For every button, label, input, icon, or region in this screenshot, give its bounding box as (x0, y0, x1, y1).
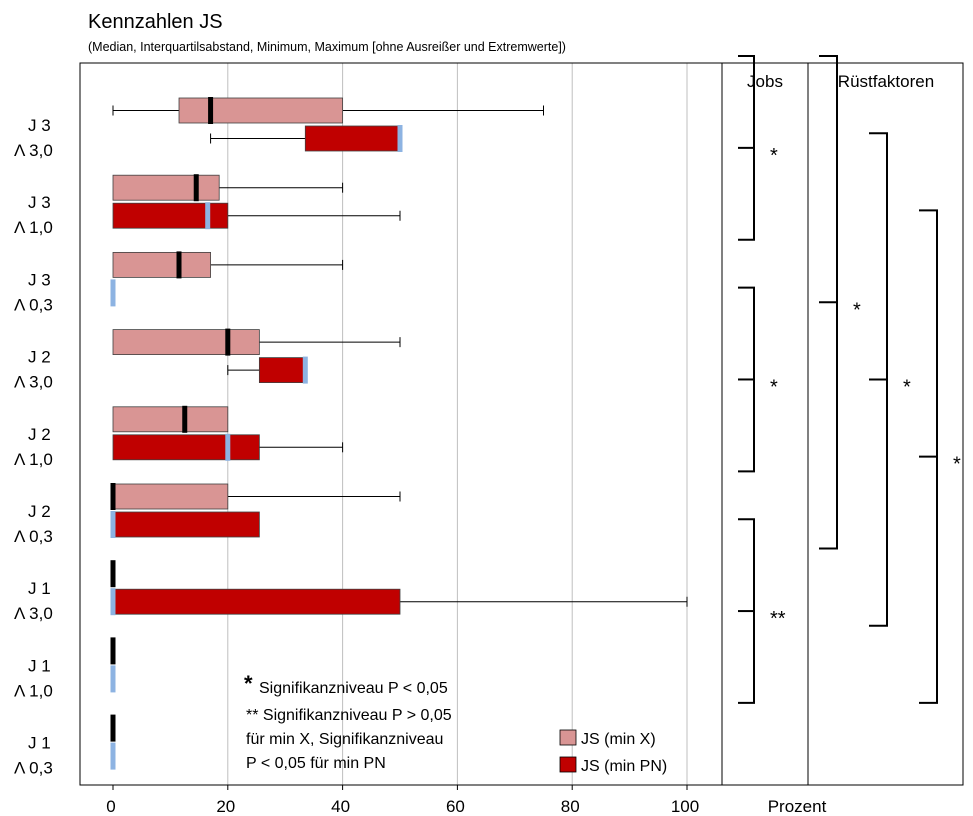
x-axis-label: Prozent (768, 797, 827, 816)
min-x-box (112, 483, 229, 510)
note-line3: für min X, Signifikanzniveau (246, 731, 443, 748)
min-x-box (112, 406, 229, 433)
category-label-job: J 1 (28, 656, 51, 675)
min-pn-median (302, 356, 308, 384)
min-pn-median (205, 202, 211, 230)
note-line2: ** Signifikanzniveau P > 0,05 (246, 707, 452, 724)
x-tick-label: 60 (446, 797, 465, 816)
significance-mark: * (770, 145, 778, 167)
category-label-job: J 3 (28, 270, 51, 289)
min-pn-box (258, 357, 306, 384)
min-x-median (110, 637, 116, 665)
category-label-job: J 1 (28, 579, 51, 598)
category-label-lambda: Λ 0,3 (14, 295, 53, 314)
min-pn-median (110, 511, 116, 538)
x-tick-label: 100 (671, 797, 699, 816)
min-x-median (225, 328, 231, 356)
category-label-job: J 3 (28, 193, 51, 212)
min-x-box (178, 97, 343, 124)
min-x-median (208, 97, 214, 124)
min-pn-box (112, 588, 401, 615)
category-labels: J 3 Λ 3,0 J 3 Λ 1,0 J 3 Λ 0,3 J 2 Λ 3,0 J 2 Λ 1,0… (14, 116, 53, 778)
legend-label-min-x: JS (min X) (581, 731, 656, 748)
x-tick-label: 0 (106, 797, 115, 816)
min-pn-box (112, 511, 260, 538)
note-line1: Signifikanzniveau P < 0,05 (259, 680, 448, 697)
min-pn-median (110, 279, 116, 307)
ruestfaktoren-panel-header: Rüstfaktoren (838, 72, 934, 91)
x-tick-label: 20 (216, 797, 235, 816)
min-x-box (112, 329, 260, 356)
category-label-job: J 2 (28, 502, 51, 521)
chart-subtitle: (Median, Interquartilsabstand, Minimum, … (88, 40, 566, 54)
grid-lines (227, 63, 688, 785)
chart-title: Kennzahlen JS (88, 11, 223, 33)
category-label-job: J 2 (28, 425, 51, 444)
min-x-median (193, 174, 199, 202)
significance-mark: ** (770, 608, 786, 630)
category-label-lambda: Λ 0,3 (14, 759, 53, 778)
min-pn-median (397, 125, 403, 152)
category-label-lambda: Λ 3,0 (14, 141, 53, 160)
category-label-lambda: Λ 1,0 (14, 681, 53, 700)
category-label-lambda: Λ 1,0 (14, 450, 53, 469)
jobs-panel-header: Jobs (747, 72, 783, 91)
min-pn-median (110, 665, 116, 693)
x-tick-label: 40 (331, 797, 350, 816)
min-x-median (182, 405, 188, 433)
min-pn-box (304, 125, 401, 152)
category-label-lambda: Λ 3,0 (14, 373, 53, 392)
min-x-median (110, 560, 116, 588)
x-tick-label: 80 (561, 797, 580, 816)
significance-mark: * (953, 454, 961, 476)
min-pn-box (112, 434, 260, 461)
significance-brackets: ******* (738, 55, 961, 704)
category-label-job: J 1 (28, 734, 51, 753)
legend: JS (min X) JS (min PN) (559, 729, 667, 775)
note-star: * (244, 671, 253, 696)
min-x-box (112, 174, 220, 201)
min-pn-box (112, 202, 229, 229)
note-line4: P < 0,05 für min PN (246, 755, 386, 772)
min-x-median (110, 714, 116, 742)
category-label-lambda: Λ 0,3 (14, 527, 53, 546)
category-label-lambda: Λ 3,0 (14, 604, 53, 623)
legend-swatch-min-pn (559, 756, 577, 773)
min-x-median (176, 251, 182, 279)
min-x-box (112, 251, 211, 278)
min-pn-median (225, 433, 231, 461)
x-axis-ticks: 0 20 40 60 80 100 (106, 785, 699, 816)
category-label-lambda: Λ 1,0 (14, 218, 53, 237)
plot-area-frame (79, 62, 964, 786)
significance-mark: * (770, 376, 778, 398)
significance-notes: * Signifikanzniveau P < 0,05 ** Signifik… (244, 671, 452, 772)
significance-mark: * (853, 299, 861, 321)
category-label-job: J 3 (28, 116, 51, 135)
box-series (110, 97, 688, 770)
min-pn-median (110, 742, 116, 770)
legend-swatch-min-x (559, 729, 577, 746)
min-x-median (110, 483, 116, 510)
legend-label-min-pn: JS (min PN) (581, 758, 667, 775)
category-label-job: J 2 (28, 348, 51, 367)
min-pn-median (110, 588, 116, 616)
significance-mark: * (903, 376, 911, 398)
